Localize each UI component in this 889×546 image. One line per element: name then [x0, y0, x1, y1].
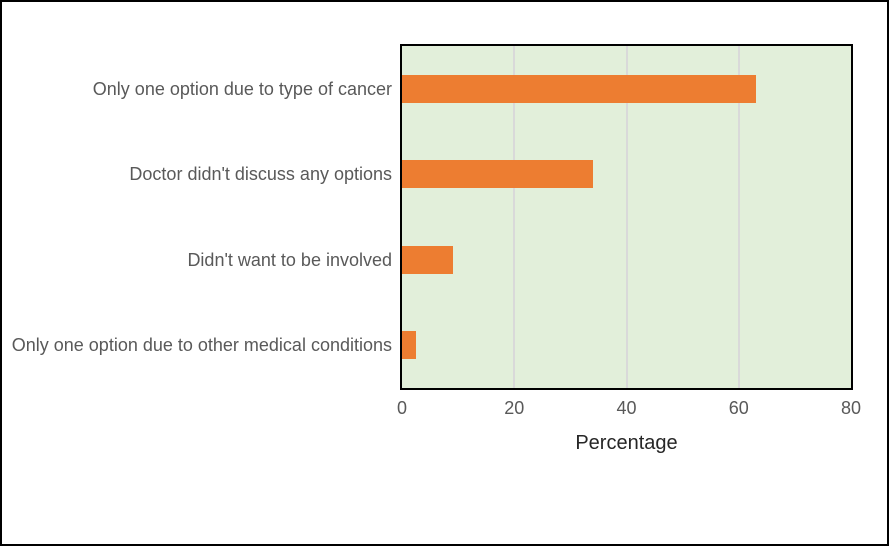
plot-area: [400, 44, 853, 390]
x-axis-title: Percentage: [575, 432, 678, 454]
category-label: Only one option due to type of cancer: [92, 78, 392, 99]
tick-label: 40: [616, 398, 637, 418]
bar: [402, 331, 417, 360]
gridline: [737, 46, 740, 388]
bar: [402, 160, 593, 189]
category-label: Only one option due to other medical con…: [11, 335, 392, 356]
category-label: Doctor didn't discuss any options: [129, 164, 392, 185]
category-label: Didn't want to be involved: [187, 249, 392, 270]
bar: [402, 74, 756, 103]
tick-label: 80: [840, 398, 862, 418]
tick-label: 20: [504, 398, 525, 418]
bar: [402, 245, 453, 274]
gridline: [625, 46, 628, 388]
gridline: [513, 46, 516, 388]
category-axis: Only one option due to type of cancer Doc…: [10, 2, 392, 544]
tick-label: 60: [728, 398, 749, 418]
tick-label: 0: [396, 398, 408, 418]
